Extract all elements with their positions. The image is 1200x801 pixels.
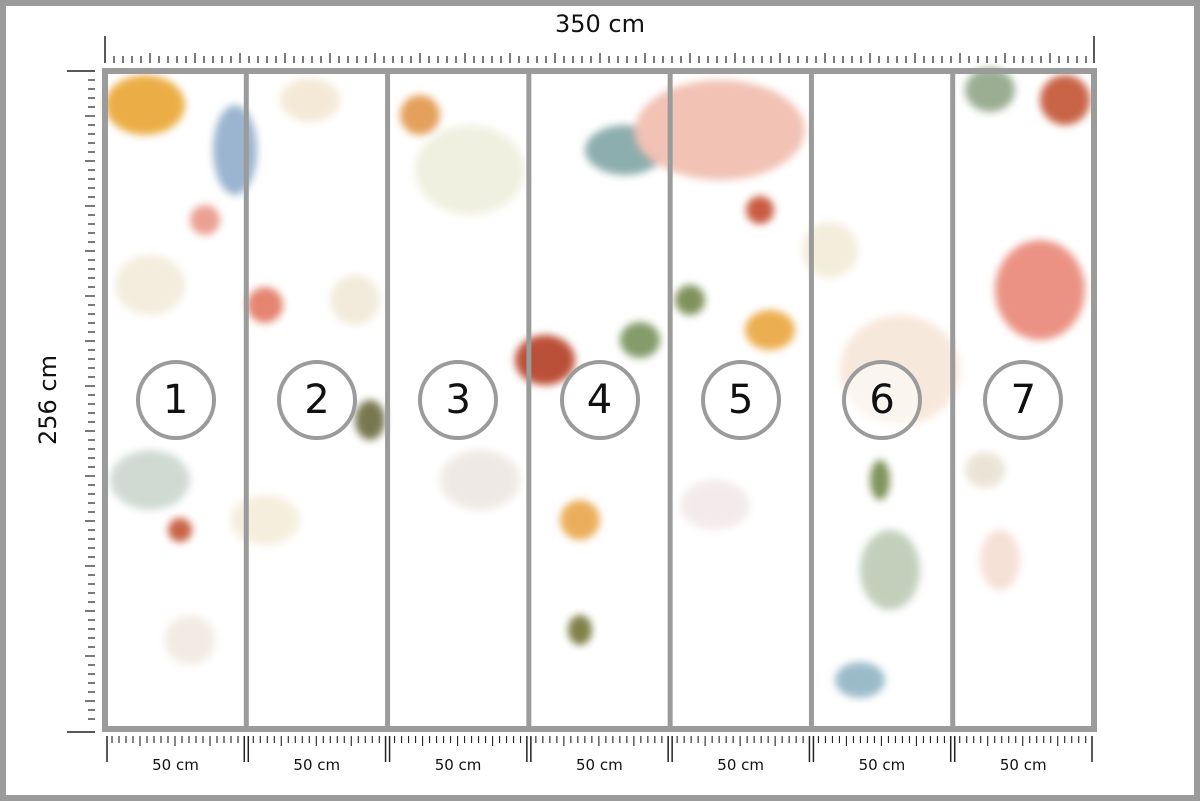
panel-outline: [102, 68, 1097, 732]
flower-shape: [560, 500, 600, 540]
flower-shape: [568, 615, 592, 645]
flower-shape: [870, 460, 890, 500]
flower-shape: [110, 450, 190, 510]
height-label: 256 cm: [34, 354, 62, 446]
panel-width-label: 50 cm: [293, 756, 341, 774]
panel-number-badge: 2: [276, 360, 357, 440]
flower-shape: [675, 285, 705, 315]
flower-shape: [165, 615, 215, 665]
flower-shape: [745, 310, 795, 350]
flower-shape: [802, 222, 858, 278]
width-label: 350 cm: [554, 10, 645, 38]
panel-width-label: 50 cm: [152, 756, 199, 774]
flower-shape: [280, 78, 340, 122]
flower-shape: [168, 518, 192, 542]
flower-shape: [965, 68, 1015, 112]
panel-width-label: 50 cm: [717, 756, 764, 774]
panel-number-badge: 7: [983, 360, 1064, 440]
panel-number-badge: 5: [700, 360, 781, 440]
flower-shape: [980, 530, 1020, 590]
flower-shape: [355, 400, 385, 440]
flower-shape: [400, 95, 440, 135]
flower-shape: [620, 322, 660, 358]
flower-shape: [965, 452, 1005, 488]
flower-shape: [995, 240, 1085, 340]
flower-shape: [680, 480, 750, 530]
panel-width-label: 50 cm: [434, 756, 482, 774]
panel-number-badge: 6: [842, 360, 923, 440]
flower-shape: [746, 196, 774, 224]
flower-shape: [330, 275, 380, 325]
flower-shape: [415, 125, 525, 215]
panel-width-label: 50 cm: [999, 756, 1047, 774]
flower-shape: [115, 255, 185, 315]
flower-shape: [635, 80, 805, 180]
flower-shape: [860, 530, 920, 610]
flower-shape: [105, 75, 185, 135]
flower-shape: [440, 450, 520, 510]
panel-number-badge: 3: [418, 360, 499, 440]
panel-width-label: 50 cm: [575, 756, 623, 774]
panel-number-badge: 1: [135, 360, 216, 440]
panel-width-label: 50 cm: [858, 756, 906, 774]
flower-shape: [247, 287, 283, 323]
flower-shape: [1040, 75, 1090, 125]
flower-shape: [835, 662, 885, 698]
flower-shape: [190, 205, 220, 235]
panel-number-badge: 4: [559, 360, 640, 440]
